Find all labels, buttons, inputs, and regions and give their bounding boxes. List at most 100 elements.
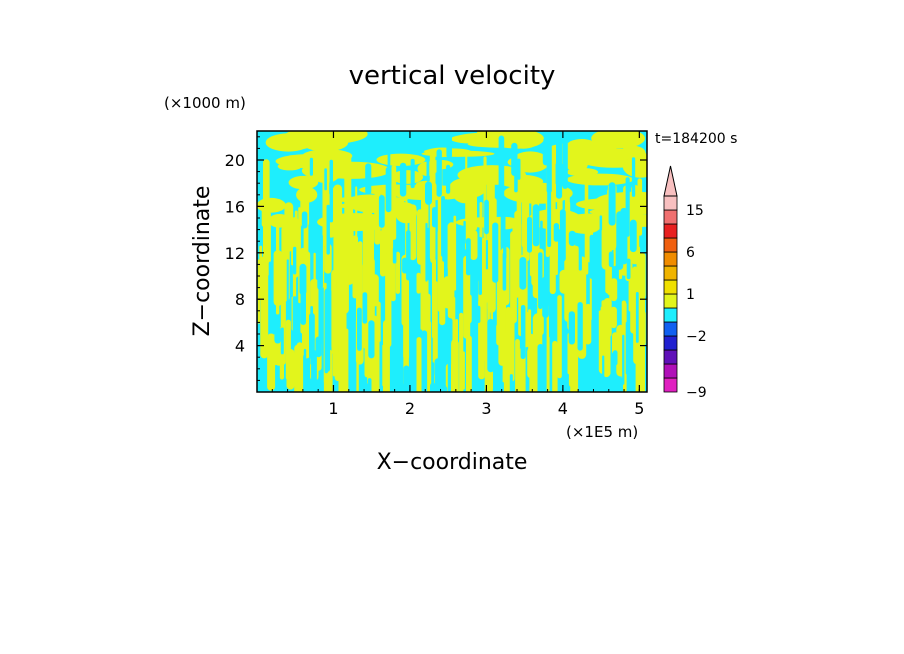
negative-region: [442, 208, 446, 262]
colorbar-band: [663, 265, 678, 281]
positive-region: [391, 170, 424, 184]
negative-region: [408, 357, 412, 392]
y-tick-label: 16: [225, 197, 245, 216]
negative-region: [274, 326, 281, 344]
positive-region: [439, 302, 446, 326]
positive-region: [557, 295, 562, 379]
negative-region: [431, 362, 435, 392]
negative-region: [503, 232, 507, 259]
colorbar-band: [663, 377, 678, 393]
positive-region: [286, 349, 295, 390]
positive-region: [511, 234, 514, 268]
negative-region: [432, 207, 438, 228]
positive-region: [566, 173, 634, 186]
negative-region: [268, 261, 273, 295]
negative-region: [502, 252, 507, 291]
negative-region: [473, 274, 477, 299]
negative-region: [589, 234, 594, 279]
colorbar-tick-label: 6: [686, 245, 695, 261]
negative-region: [599, 215, 603, 231]
negative-region: [476, 305, 481, 323]
colorbar-band: [663, 209, 678, 225]
velocity-field: [257, 131, 647, 392]
negative-region: [324, 288, 332, 350]
positive-region: [417, 209, 424, 265]
colorbar-band: [663, 237, 678, 253]
negative-region: [580, 383, 586, 392]
negative-region: [620, 207, 628, 265]
x-tick-label: 2: [405, 399, 415, 418]
positive-region: [566, 167, 599, 177]
negative-region: [315, 336, 322, 358]
negative-region: [509, 374, 513, 392]
positive-region: [380, 229, 387, 277]
colorbar-extend-arrow: [663, 165, 678, 197]
negative-region: [426, 160, 430, 182]
colorbar-tick-label: 15: [686, 203, 704, 219]
positive-region: [344, 328, 349, 392]
negative-region: [425, 222, 428, 282]
negative-region: [466, 238, 471, 276]
negative-region: [300, 291, 306, 325]
chart-title: vertical velocity: [349, 61, 556, 91]
negative-region: [543, 137, 548, 155]
negative-region: [317, 233, 323, 290]
negative-region: [303, 348, 307, 374]
negative-region: [329, 159, 333, 223]
positive-region: [578, 279, 585, 302]
positive-region: [257, 259, 261, 324]
negative-region: [519, 257, 527, 290]
negative-region: [436, 149, 442, 197]
positive-region: [584, 303, 592, 345]
negative-region: [608, 251, 614, 268]
negative-region: [379, 341, 383, 392]
positive-region: [455, 319, 458, 392]
negative-region: [501, 381, 504, 392]
positive-region: [296, 342, 303, 392]
positive-region: [270, 362, 275, 390]
colorbar-tick-label: −2: [686, 329, 707, 345]
negative-region: [625, 321, 630, 375]
negative-region: [562, 140, 568, 189]
positive-region: [484, 241, 490, 303]
x-tick-label: 3: [481, 399, 491, 418]
negative-region: [578, 244, 582, 271]
negative-region: [608, 182, 616, 226]
positive-region: [294, 210, 298, 242]
positive-region: [416, 272, 421, 294]
negative-region: [520, 305, 526, 343]
negative-region: [362, 292, 368, 324]
colorbar-band: [663, 363, 678, 379]
plot-area: [256, 130, 648, 393]
y-tick-label: 12: [225, 244, 245, 263]
y-axis-label: Z−coordinate: [190, 186, 215, 337]
positive-region: [395, 251, 400, 294]
colorbar-band: [663, 321, 678, 337]
negative-region: [629, 219, 637, 253]
positive-region: [357, 241, 363, 271]
negative-region: [612, 350, 618, 366]
colorbar-tick-label: −9: [686, 385, 707, 401]
colorbar-band: [663, 195, 678, 211]
positive-region: [462, 351, 465, 390]
negative-region: [597, 246, 601, 311]
negative-region: [292, 296, 297, 340]
negative-region: [367, 378, 372, 392]
negative-region: [537, 344, 544, 392]
positive-region: [610, 306, 617, 329]
negative-region: [421, 330, 428, 392]
positive-region: [546, 305, 549, 392]
colorbar-band: [663, 251, 678, 267]
y-tick-label: 20: [225, 151, 245, 170]
x-tick-label: 1: [328, 399, 338, 418]
negative-region: [540, 220, 543, 236]
x-units-label: (×1E5 m): [566, 423, 638, 441]
negative-region: [387, 133, 391, 179]
positive-region: [613, 239, 616, 267]
plot-frame: [256, 130, 648, 393]
negative-region: [446, 131, 452, 159]
negative-region: [546, 137, 552, 194]
colorbar-band: [663, 349, 678, 365]
negative-region: [357, 307, 362, 351]
